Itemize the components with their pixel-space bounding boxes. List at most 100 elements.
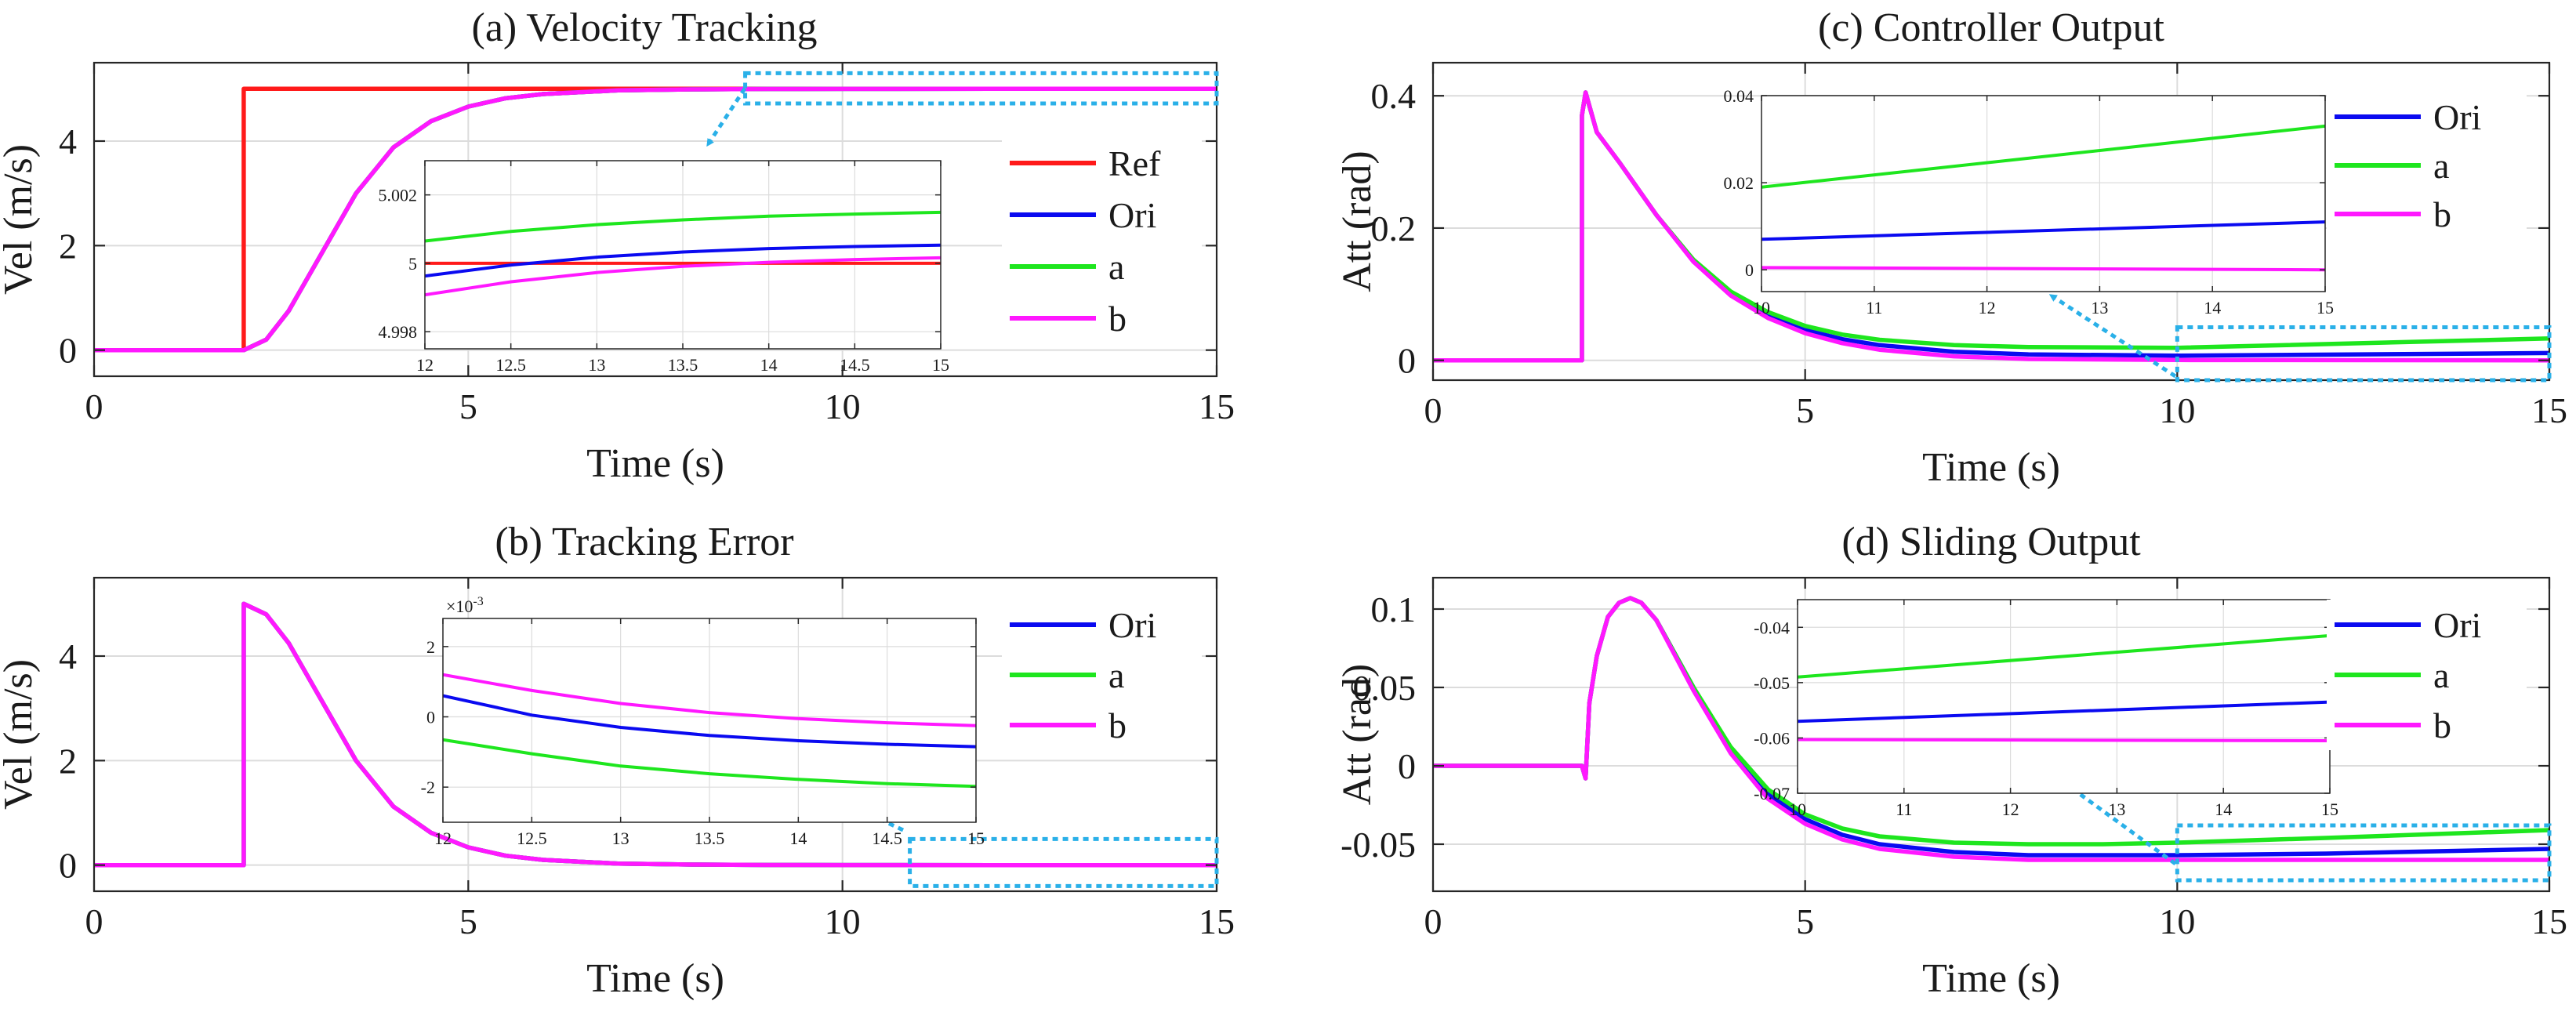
panel-d-legend-label-b: b — [2433, 705, 2451, 745]
panel-d-inset-line-a — [1798, 633, 2330, 679]
panel-d-inset-ytick-label: -0.04 — [1754, 618, 1790, 637]
panel-a-ytick-label: 2 — [59, 226, 77, 266]
panel-b-legend-label-ori: Ori — [1108, 605, 1156, 645]
panel-c-line-b — [1433, 90, 2549, 363]
panel-d-frame — [1431, 576, 2551, 893]
panel-d-ytick-label: 0.1 — [1371, 589, 1417, 629]
panel-a-inset-line-b — [425, 256, 941, 297]
panel-c-inset-line-b — [1761, 266, 2325, 272]
panel-c-inset-xtick-label: 11 — [1866, 298, 1882, 317]
panel-a-inset-xtick-label: 12 — [416, 355, 434, 375]
panel-c-xtick-label: 0 — [1424, 390, 1442, 430]
panel-d-inset-xtick-label: 14 — [2215, 800, 2232, 819]
panel-c-xtick-label: 10 — [2159, 390, 2195, 430]
panel-c-ytick-label: 0.2 — [1371, 209, 1417, 248]
panel-c-frame — [1431, 61, 2551, 382]
panel-a-inset-grid — [425, 161, 941, 349]
panel-d-legend-label-a: a — [2433, 655, 2449, 695]
panel-b-inset-grid — [443, 618, 976, 822]
panel-d-inset-xtick-label: 10 — [1789, 800, 1806, 819]
panel-b-inset-ytick-label: -2 — [421, 778, 435, 797]
panel-d-xlabel: Time (s) — [1922, 956, 2060, 1001]
panel-a-xtick-label: 15 — [1199, 386, 1235, 426]
panel-d-inset-xtick-label: 15 — [2321, 800, 2338, 819]
panel-a-inset-xtick-label: 12.5 — [495, 355, 526, 375]
panel-b-ytick-label: 4 — [59, 636, 77, 676]
panel-b-inset-line-ori — [443, 694, 976, 749]
panel-b-zoom-box — [908, 836, 1219, 888]
panel-d-legend-label-ori: Ori — [2433, 605, 2481, 645]
panel-c-inset-line-ori — [1761, 220, 2325, 241]
panel-c-series-group — [1433, 90, 2549, 363]
panel-d-inset-ytick-label: -0.05 — [1754, 673, 1790, 693]
panel-b-inset-xtick-label: 14 — [789, 829, 807, 848]
panel-c-inset-xtick-label: 15 — [2317, 298, 2334, 317]
panel-a-xtick-label: 0 — [85, 386, 103, 426]
panel-a-inset-axes: 12 12.5 13 13.5 14 14.5 15 4.998 5 5.002 — [379, 160, 949, 375]
panel-a-legend-label-a: a — [1108, 247, 1124, 287]
panel-b-legend: Ori ab — [1002, 600, 1202, 752]
panel-c-legend-label-b: b — [2433, 194, 2451, 234]
panel-b-xtick-label: 0 — [85, 901, 103, 941]
panel-d-title: (d) Sliding Output — [1841, 520, 2141, 564]
panel-c-xlabel: Time (s) — [1922, 445, 2060, 490]
panel-d-ytick-label: -0.05 — [1341, 825, 1416, 865]
panel-d-inset-line-b — [1798, 738, 2330, 742]
panel-d-inset-xtick-label: 11 — [1896, 800, 1912, 819]
panel-c-inset-xtick-label: 13 — [2091, 298, 2108, 317]
panel-b-xtick-label: 10 — [825, 901, 861, 941]
panel-a-line-b — [94, 86, 1217, 353]
panel-a-inset-ytick-label: 4.998 — [379, 322, 418, 342]
panel-b-inset-series-group — [443, 673, 976, 789]
panel-b-legend-label-a: a — [1108, 655, 1124, 695]
panel-d-inset-axes: 10 11 12 13 14 15 -0.07 -0.06 -0.05 -0.04 — [1754, 599, 2338, 819]
panel-c-inset-line-a — [1761, 124, 2325, 189]
panel-d-xtick-label: 10 — [2159, 901, 2195, 941]
panel-b-title: (b) Tracking Error — [495, 520, 793, 564]
panel-b-inset-xtick-label: 13.5 — [695, 829, 725, 848]
panel-b-legend-label-b: b — [1108, 705, 1127, 745]
panel-b-inset-xtick-label: 14.5 — [872, 829, 902, 848]
panel-a-legend-label-ori: Ori — [1108, 195, 1156, 235]
panel-d-inset-line-ori — [1798, 700, 2330, 723]
panel-c-zoom-arrow — [2048, 294, 2177, 379]
panel-a-xtick-label: 5 — [459, 386, 477, 426]
panel-d-inset-xtick-label: 12 — [2002, 800, 2019, 819]
panel-a-frame — [93, 61, 1218, 378]
panel-d-legend: Ori ab — [2327, 600, 2527, 750]
panel-b-inset-xtick-label: 13 — [612, 829, 629, 848]
panel-c-inset-ytick-label: 0 — [1745, 260, 1754, 280]
panel-c-xtick-label: 5 — [1796, 390, 1814, 430]
panel-c-inset-ytick-label: 0.02 — [1724, 173, 1754, 193]
panel-c-ytick-label: 0.4 — [1371, 76, 1417, 116]
panel-b-xtick-label: 5 — [459, 901, 477, 941]
panel-c-inset-xtick-label: 14 — [2204, 298, 2221, 317]
panel-d-zoom-box — [2175, 823, 2552, 883]
panel-c-inset-ytick-label: 0.04 — [1724, 86, 1754, 106]
panel-a-inset-xtick-label: 13 — [588, 355, 605, 375]
panel-c-inset-axes: 10 11 12 13 14 15 0 0.02 0.04 — [1724, 86, 2335, 317]
panel-a-inset-xtick-label: 15 — [932, 355, 949, 375]
panel-b-ytick-label: 2 — [59, 741, 77, 781]
panel-c-legend-label-a: a — [2433, 146, 2449, 186]
panel-b-ylabel: Vel (m/s) — [0, 659, 41, 810]
panel-a-xtick-label: 10 — [825, 386, 861, 426]
panel-a-legend: Ref Ori ab — [1002, 138, 1202, 339]
panel-a-title: (a) Velocity Tracking — [472, 5, 818, 50]
panel-d-xtick-label: 0 — [1424, 901, 1442, 941]
panel-c-inset-xtick-label: 12 — [1979, 298, 1996, 317]
panel-b-inset-exponent: ×10-3 — [446, 595, 484, 616]
panel-a-ytick-label: 4 — [59, 121, 77, 161]
panel-b-inset-line-b — [443, 673, 976, 727]
panel-b-series-group — [94, 601, 1217, 868]
panel-d-inset-xtick-label: 13 — [2108, 800, 2125, 819]
panel-d-zoom-arrow — [2064, 783, 2177, 866]
panel-c-inset-frame — [1761, 95, 2326, 292]
panel-b-inset-ytick-label: 2 — [426, 637, 435, 657]
panel-b-line-b — [94, 601, 1217, 868]
panel-a-inset-xtick-label: 14 — [760, 355, 778, 375]
panel-a-inset-series-group — [425, 210, 941, 297]
panel-b-inset-line-a — [443, 738, 976, 789]
panel-b-inset-ytick-label: 0 — [426, 708, 435, 727]
